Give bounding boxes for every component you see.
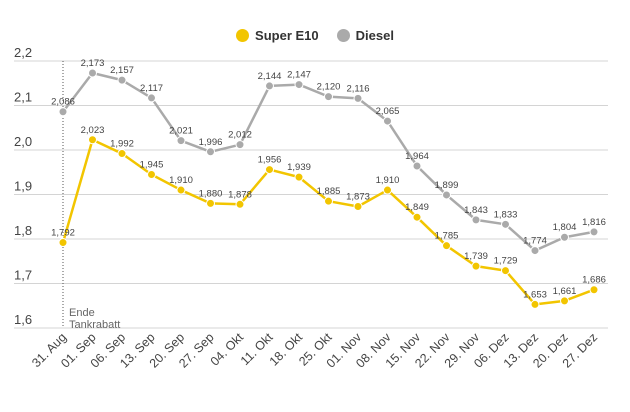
data-point bbox=[265, 81, 274, 91]
data-point bbox=[383, 116, 392, 126]
data-point bbox=[471, 215, 481, 225]
data-point bbox=[176, 185, 186, 195]
legend-swatch-diesel bbox=[336, 29, 350, 42]
data-point bbox=[383, 185, 392, 195]
y-tick-label: 1,9 bbox=[14, 179, 32, 194]
data-label: 1,878 bbox=[228, 189, 252, 200]
data-point bbox=[589, 227, 599, 237]
legend-label-diesel: Diesel bbox=[355, 28, 394, 43]
data-label: 1,661 bbox=[553, 286, 577, 297]
legend: Super E10 Diesel bbox=[0, 28, 630, 43]
data-label: 2,147 bbox=[287, 70, 311, 81]
data-point bbox=[324, 196, 333, 206]
data-label: 1,910 bbox=[376, 175, 400, 186]
data-point bbox=[176, 136, 186, 146]
data-point bbox=[412, 161, 422, 171]
data-label: 2,116 bbox=[346, 83, 369, 94]
data-point bbox=[442, 190, 451, 200]
data-point bbox=[88, 68, 97, 78]
data-label: 2,023 bbox=[81, 125, 105, 136]
data-point bbox=[58, 238, 68, 248]
data-point bbox=[501, 219, 510, 229]
y-tick-label: 2,2 bbox=[14, 45, 32, 60]
x-tick-label: 04. Okt bbox=[208, 330, 247, 369]
data-label: 1,956 bbox=[258, 155, 282, 166]
data-point bbox=[589, 285, 599, 295]
data-point bbox=[471, 261, 481, 271]
data-label: 1,739 bbox=[464, 251, 488, 262]
data-label: 2,086 bbox=[51, 97, 75, 108]
data-label: 1,729 bbox=[494, 256, 518, 267]
data-label: 1,899 bbox=[435, 180, 459, 191]
legend-item-super-e10: Super E10 bbox=[236, 28, 319, 43]
data-label: 1,686 bbox=[582, 275, 606, 286]
data-point bbox=[58, 107, 68, 117]
data-point bbox=[530, 246, 540, 256]
data-point bbox=[560, 296, 569, 306]
data-point bbox=[235, 140, 245, 150]
data-point bbox=[412, 212, 422, 222]
data-point bbox=[294, 80, 304, 90]
data-point bbox=[147, 93, 156, 103]
data-point bbox=[117, 75, 127, 85]
data-label: 1,964 bbox=[405, 151, 429, 162]
annotation-text: Ende bbox=[69, 307, 95, 319]
data-label: 1,939 bbox=[287, 162, 311, 173]
data-label: 1,996 bbox=[199, 137, 223, 148]
data-label: 2,021 bbox=[169, 126, 193, 137]
data-label: 1,849 bbox=[405, 202, 429, 213]
data-point bbox=[265, 165, 274, 175]
data-point bbox=[206, 198, 215, 208]
legend-item-diesel: Diesel bbox=[336, 28, 394, 43]
data-label: 2,144 bbox=[258, 71, 282, 82]
y-tick-label: 2,1 bbox=[14, 90, 32, 105]
legend-swatch-super-e10 bbox=[236, 29, 250, 42]
data-label: 1,992 bbox=[110, 139, 134, 150]
data-label: 1,833 bbox=[494, 209, 518, 220]
data-label: 1,880 bbox=[199, 188, 223, 199]
data-label: 1,816 bbox=[582, 217, 606, 228]
data-point bbox=[117, 149, 127, 159]
data-point bbox=[353, 93, 363, 103]
y-tick-label: 2,0 bbox=[14, 134, 32, 149]
data-point bbox=[530, 299, 540, 309]
data-point bbox=[235, 199, 245, 209]
data-label: 2,173 bbox=[81, 58, 105, 69]
data-point bbox=[353, 202, 363, 212]
data-label: 1,945 bbox=[140, 159, 164, 170]
data-label: 1,804 bbox=[553, 222, 577, 233]
data-point bbox=[206, 147, 215, 157]
data-point bbox=[324, 92, 333, 102]
data-point bbox=[560, 232, 569, 242]
data-label: 1,774 bbox=[523, 236, 547, 247]
data-label: 1,843 bbox=[464, 205, 488, 216]
data-point bbox=[294, 172, 304, 182]
data-point bbox=[147, 169, 156, 179]
data-label: 1,653 bbox=[523, 289, 547, 300]
data-label: 2,065 bbox=[376, 106, 400, 117]
data-label: 2,120 bbox=[317, 82, 341, 93]
data-label: 1,792 bbox=[51, 228, 75, 239]
data-label: 1,885 bbox=[317, 186, 341, 197]
y-tick-label: 1,8 bbox=[14, 223, 32, 238]
data-label: 1,873 bbox=[346, 192, 370, 203]
data-point bbox=[88, 135, 97, 145]
data-label: 1,910 bbox=[169, 175, 193, 186]
y-tick-label: 1,7 bbox=[14, 268, 32, 283]
y-tick-label: 1,6 bbox=[14, 312, 32, 327]
data-point bbox=[501, 266, 510, 276]
data-label: 2,157 bbox=[110, 65, 134, 76]
annotation-text: Tankrabatt bbox=[69, 319, 120, 331]
legend-label-super-e10: Super E10 bbox=[255, 28, 319, 43]
data-point bbox=[442, 241, 451, 251]
data-label: 2,117 bbox=[140, 83, 163, 94]
data-label: 2,012 bbox=[228, 130, 252, 141]
data-label: 1,785 bbox=[435, 231, 459, 242]
